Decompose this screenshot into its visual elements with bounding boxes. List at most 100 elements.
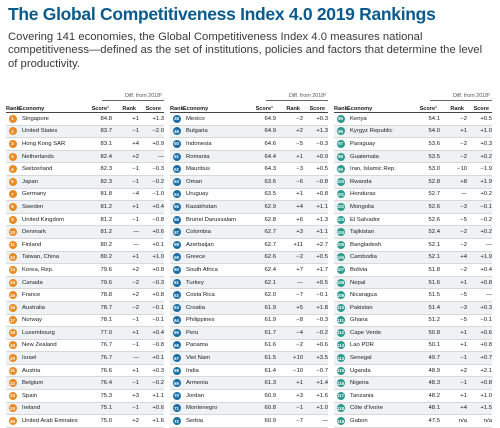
diff-rank-value: −4 — [132, 191, 139, 198]
rank-cell: 66 — [170, 341, 183, 350]
score-value: 78.8 — [100, 292, 112, 299]
table-header: Rank Economy Score¹ Rank Score — [334, 101, 492, 113]
score-value: 48.3 — [428, 380, 440, 387]
rank-badge: 8 — [8, 202, 17, 211]
table-row: 13 Korea, Rep. 79.6 +2 +0.8 — [6, 264, 164, 277]
table-row: 16 Australia 78.7 −2 −0.1 — [6, 301, 164, 315]
diff-score-value: −0.2 — [152, 380, 164, 387]
diff-score-value: +0.8 — [480, 279, 492, 286]
score-value: 75.1 — [100, 405, 112, 412]
diff-score-value: +0.2 — [480, 191, 492, 198]
diff-score-value: +0.5 — [316, 279, 328, 286]
economy-name: Denmark — [22, 229, 46, 236]
rank-badge: 57 — [172, 228, 181, 237]
table-row: 7 Germany 81.8 −4 −1.0 — [6, 189, 164, 202]
rank-cell: 103 — [334, 215, 347, 224]
rank-badge: 23 — [8, 391, 17, 400]
diff-score-value: +1.3 — [152, 115, 164, 122]
diff-rank-value: −1 — [132, 405, 139, 412]
header-economy: Economy — [347, 106, 373, 112]
diff-score-value: +2.1 — [480, 367, 492, 374]
score-value: 51.4 — [428, 304, 440, 311]
table-row: 108 Nepal 51.6 +1 +0.8 — [334, 276, 492, 290]
rank-cell: 61 — [170, 278, 183, 287]
diff-rank-value: −5 — [460, 292, 467, 299]
economy-name: Philippines — [186, 317, 215, 324]
diff-header: Diff. from 2018² — [6, 92, 164, 101]
table-row: 112 Cape Verde 50.8 +1 +0.6 — [334, 327, 492, 340]
score-value: 62.8 — [264, 216, 276, 223]
diff-score-value: −0.8 — [316, 178, 328, 185]
table-row: 56 Brunei Darussalam 62.8 +6 +1.3 — [170, 214, 328, 227]
diff-score-value: −0.2 — [152, 178, 164, 185]
rank-cell: 60 — [170, 265, 183, 274]
diff-score-value: +0.1 — [152, 241, 164, 248]
rank-cell: 6 — [6, 177, 19, 186]
score-value: 82.3 — [100, 166, 112, 173]
diff-score-value: −1.9 — [480, 166, 492, 173]
rank-badge: 49 — [172, 127, 181, 136]
economy-name: Costa Rica — [186, 292, 215, 299]
score-value: 78.7 — [100, 304, 112, 311]
rank-cell: 58 — [170, 240, 183, 249]
rank-cell: 12 — [6, 253, 19, 262]
diff-rank-value: −1 — [460, 380, 467, 387]
economy-name: United Arab Emirates — [22, 418, 78, 425]
diff-score-value: −0.3 — [316, 140, 328, 147]
rank-cell: 7 — [6, 190, 19, 199]
rank-badge: 108 — [336, 278, 345, 287]
diff-rank-value: −1 — [132, 178, 139, 185]
rank-badge: 4 — [8, 152, 17, 161]
diff-rank-value: +1 — [296, 191, 303, 198]
rank-badge: 54 — [172, 190, 181, 199]
diff-rank-value: −1 — [132, 317, 139, 324]
economy-name: Uruguay — [186, 191, 209, 198]
score-value: 51.8 — [428, 266, 440, 273]
diff-score-value: — — [158, 153, 164, 160]
table-row: 24 Ireland 75.1 −1 +0.6 — [6, 402, 164, 416]
table-row: 23 Spain 75.3 +3 +1.1 — [6, 390, 164, 403]
header-economy: Economy — [183, 106, 209, 112]
diff-rank-value: +2 — [296, 128, 303, 135]
economy-name: Gabon — [350, 418, 368, 425]
diff-rank-value: −3 — [296, 166, 303, 173]
table-row: 25 United Arab Emirates 75.0 +2 +1.6 — [6, 415, 164, 428]
diff-header: Diff. from 2018² — [170, 92, 328, 101]
table-row: 98 Guatemala 53.5 −2 +0.2 — [334, 150, 492, 164]
diff-rank-value: −2 — [132, 304, 139, 311]
diff-score-value: +1.0 — [480, 128, 492, 135]
table-row: 69 Armenia 61.3 +1 +1.4 — [170, 377, 328, 391]
diff-rank-value: — — [133, 229, 139, 236]
economy-name: South Africa — [186, 266, 218, 273]
rank-cell: 22 — [6, 379, 19, 388]
diff-score-value: +0.6 — [152, 405, 164, 412]
rank-cell: 8 — [6, 202, 19, 211]
score-value: 61.5 — [264, 355, 276, 362]
rank-badge: 112 — [336, 328, 345, 337]
table-row: 6 Japan 82.3 −1 −0.2 — [6, 175, 164, 189]
rank-cell: 117 — [334, 391, 347, 400]
diff-score-value: +1.6 — [152, 418, 164, 425]
diff-rank-value: +1 — [460, 342, 467, 349]
rank-badge: 12 — [8, 253, 17, 262]
rank-badge: 63 — [172, 303, 181, 312]
diff-score-value: +1.6 — [316, 392, 328, 399]
table-row: 63 Croatia 61.9 +5 +1.8 — [170, 301, 328, 315]
diff-rank-value: −5 — [460, 216, 467, 223]
table-row: 21 Austria 76.6 +1 +0.3 — [6, 365, 164, 378]
diff-rank-value: +1 — [296, 153, 303, 160]
rank-badge: 66 — [172, 341, 181, 350]
diff-rank-value: −7 — [296, 292, 303, 299]
diff-rank-value: −1 — [132, 216, 139, 223]
score-value: 82.4 — [100, 153, 112, 160]
score-value: 53.0 — [428, 166, 440, 173]
rank-cell: 14 — [6, 278, 19, 287]
score-value: 47.5 — [428, 418, 440, 425]
rank-badge: 111 — [336, 316, 345, 325]
economy-name: Australia — [22, 304, 45, 311]
score-value: 64.9 — [264, 115, 276, 122]
rank-badge: 56 — [172, 215, 181, 224]
table-row: 105 Bangladesh 52.1 −2 — — [334, 239, 492, 252]
rank-badge: 116 — [336, 379, 345, 388]
rank-badge: 17 — [8, 316, 17, 325]
